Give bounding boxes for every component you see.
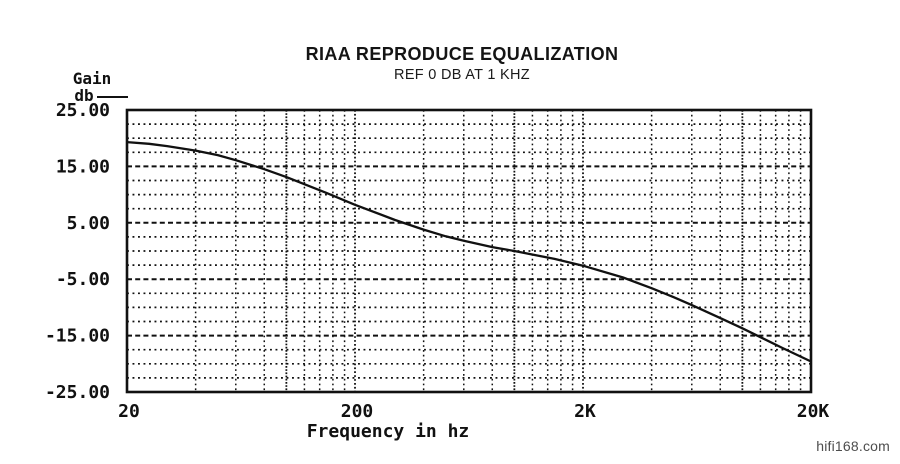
x-tick-label: 200 bbox=[341, 401, 374, 422]
x-tick-label: 20 bbox=[118, 401, 140, 422]
chart-subtitle: REF 0 DB AT 1 KHZ bbox=[394, 67, 530, 83]
y-tick-label: -25.00 bbox=[45, 382, 110, 403]
x-tick-label: 2K bbox=[574, 401, 596, 422]
y-axis-title-db: db bbox=[74, 86, 94, 105]
y-tick-label: 5.00 bbox=[67, 213, 110, 234]
watermark-text: hifi168.com bbox=[816, 438, 890, 454]
chart-title: RIAA REPRODUCE EQUALIZATION bbox=[305, 44, 619, 64]
plot-border bbox=[125, 108, 813, 394]
x-axis-title: Frequency in hz bbox=[306, 421, 470, 442]
x-tick-label: 20K bbox=[797, 401, 830, 422]
y-axis-title-gain: Gain bbox=[72, 69, 112, 88]
y-tick-label: 15.00 bbox=[56, 156, 110, 177]
y-tick-label: 25.00 bbox=[56, 100, 110, 121]
riaa-response-curve bbox=[126, 140, 812, 363]
y-tick-label: -15.00 bbox=[45, 326, 110, 347]
y-tick-label: -5.00 bbox=[56, 269, 110, 290]
db-label-pointer-line bbox=[97, 96, 128, 98]
